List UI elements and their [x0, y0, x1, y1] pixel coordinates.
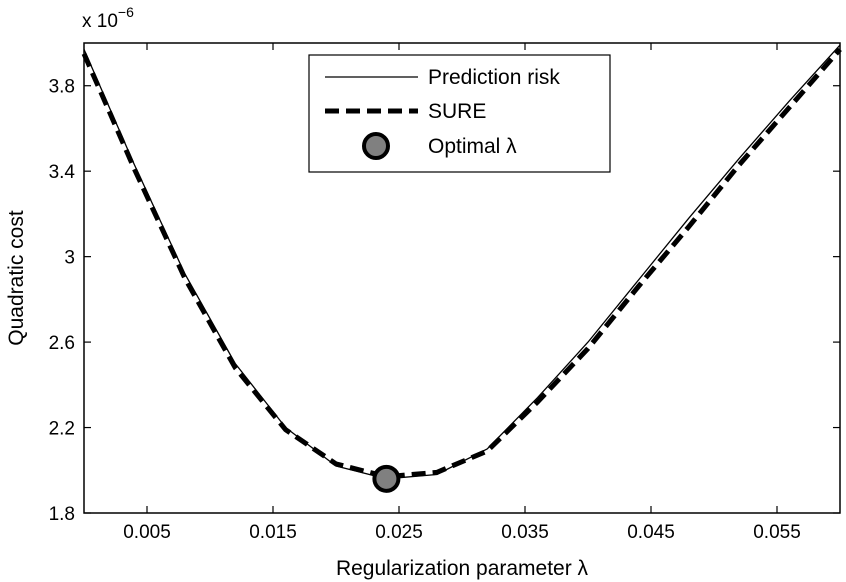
legend-label-prediction-risk: Prediction risk: [428, 66, 560, 89]
optimal-lambda-marker: [372, 464, 401, 493]
x-tick-label: 0.035: [501, 522, 549, 543]
y-axis-label: Quadratic cost: [5, 210, 28, 346]
y-tick-label: 3.8: [49, 77, 75, 98]
y-tick-label: 3: [64, 248, 75, 269]
plot-area-frame: [83, 42, 841, 514]
x-tick-label: 0.005: [123, 522, 171, 543]
y-tick-label: 2.2: [49, 419, 75, 440]
y-multiplier-exponent: −6: [118, 4, 134, 20]
legend-label-optimal: Optimal λ: [428, 135, 517, 158]
y-multiplier: x 10−6: [82, 4, 134, 32]
x-axis-label: Regularization parameter λ: [336, 557, 589, 580]
y-tick-label: 2.6: [49, 333, 75, 354]
legend-swatch-optimal: [362, 132, 390, 160]
series-line-sure: [81, 47, 842, 480]
y-tick-label: 3.4: [49, 162, 76, 183]
ticks-layer: 0.005 0.015 0.025 0.035 0.045 0.055 1.8 2.2 2.6 3…: [49, 43, 840, 543]
x-tick-label: 0.025: [375, 522, 423, 543]
y-tick-label: 1.8: [49, 504, 75, 525]
legend: Prediction risk SURE Optimal λ: [308, 54, 611, 173]
x-tick-label: 0.045: [627, 522, 675, 543]
lines-layer: [81, 44, 842, 493]
legend-label-sure: SURE: [428, 100, 486, 123]
x-tick-label: 0.055: [753, 522, 801, 543]
x-tick-label: 0.015: [249, 522, 297, 543]
